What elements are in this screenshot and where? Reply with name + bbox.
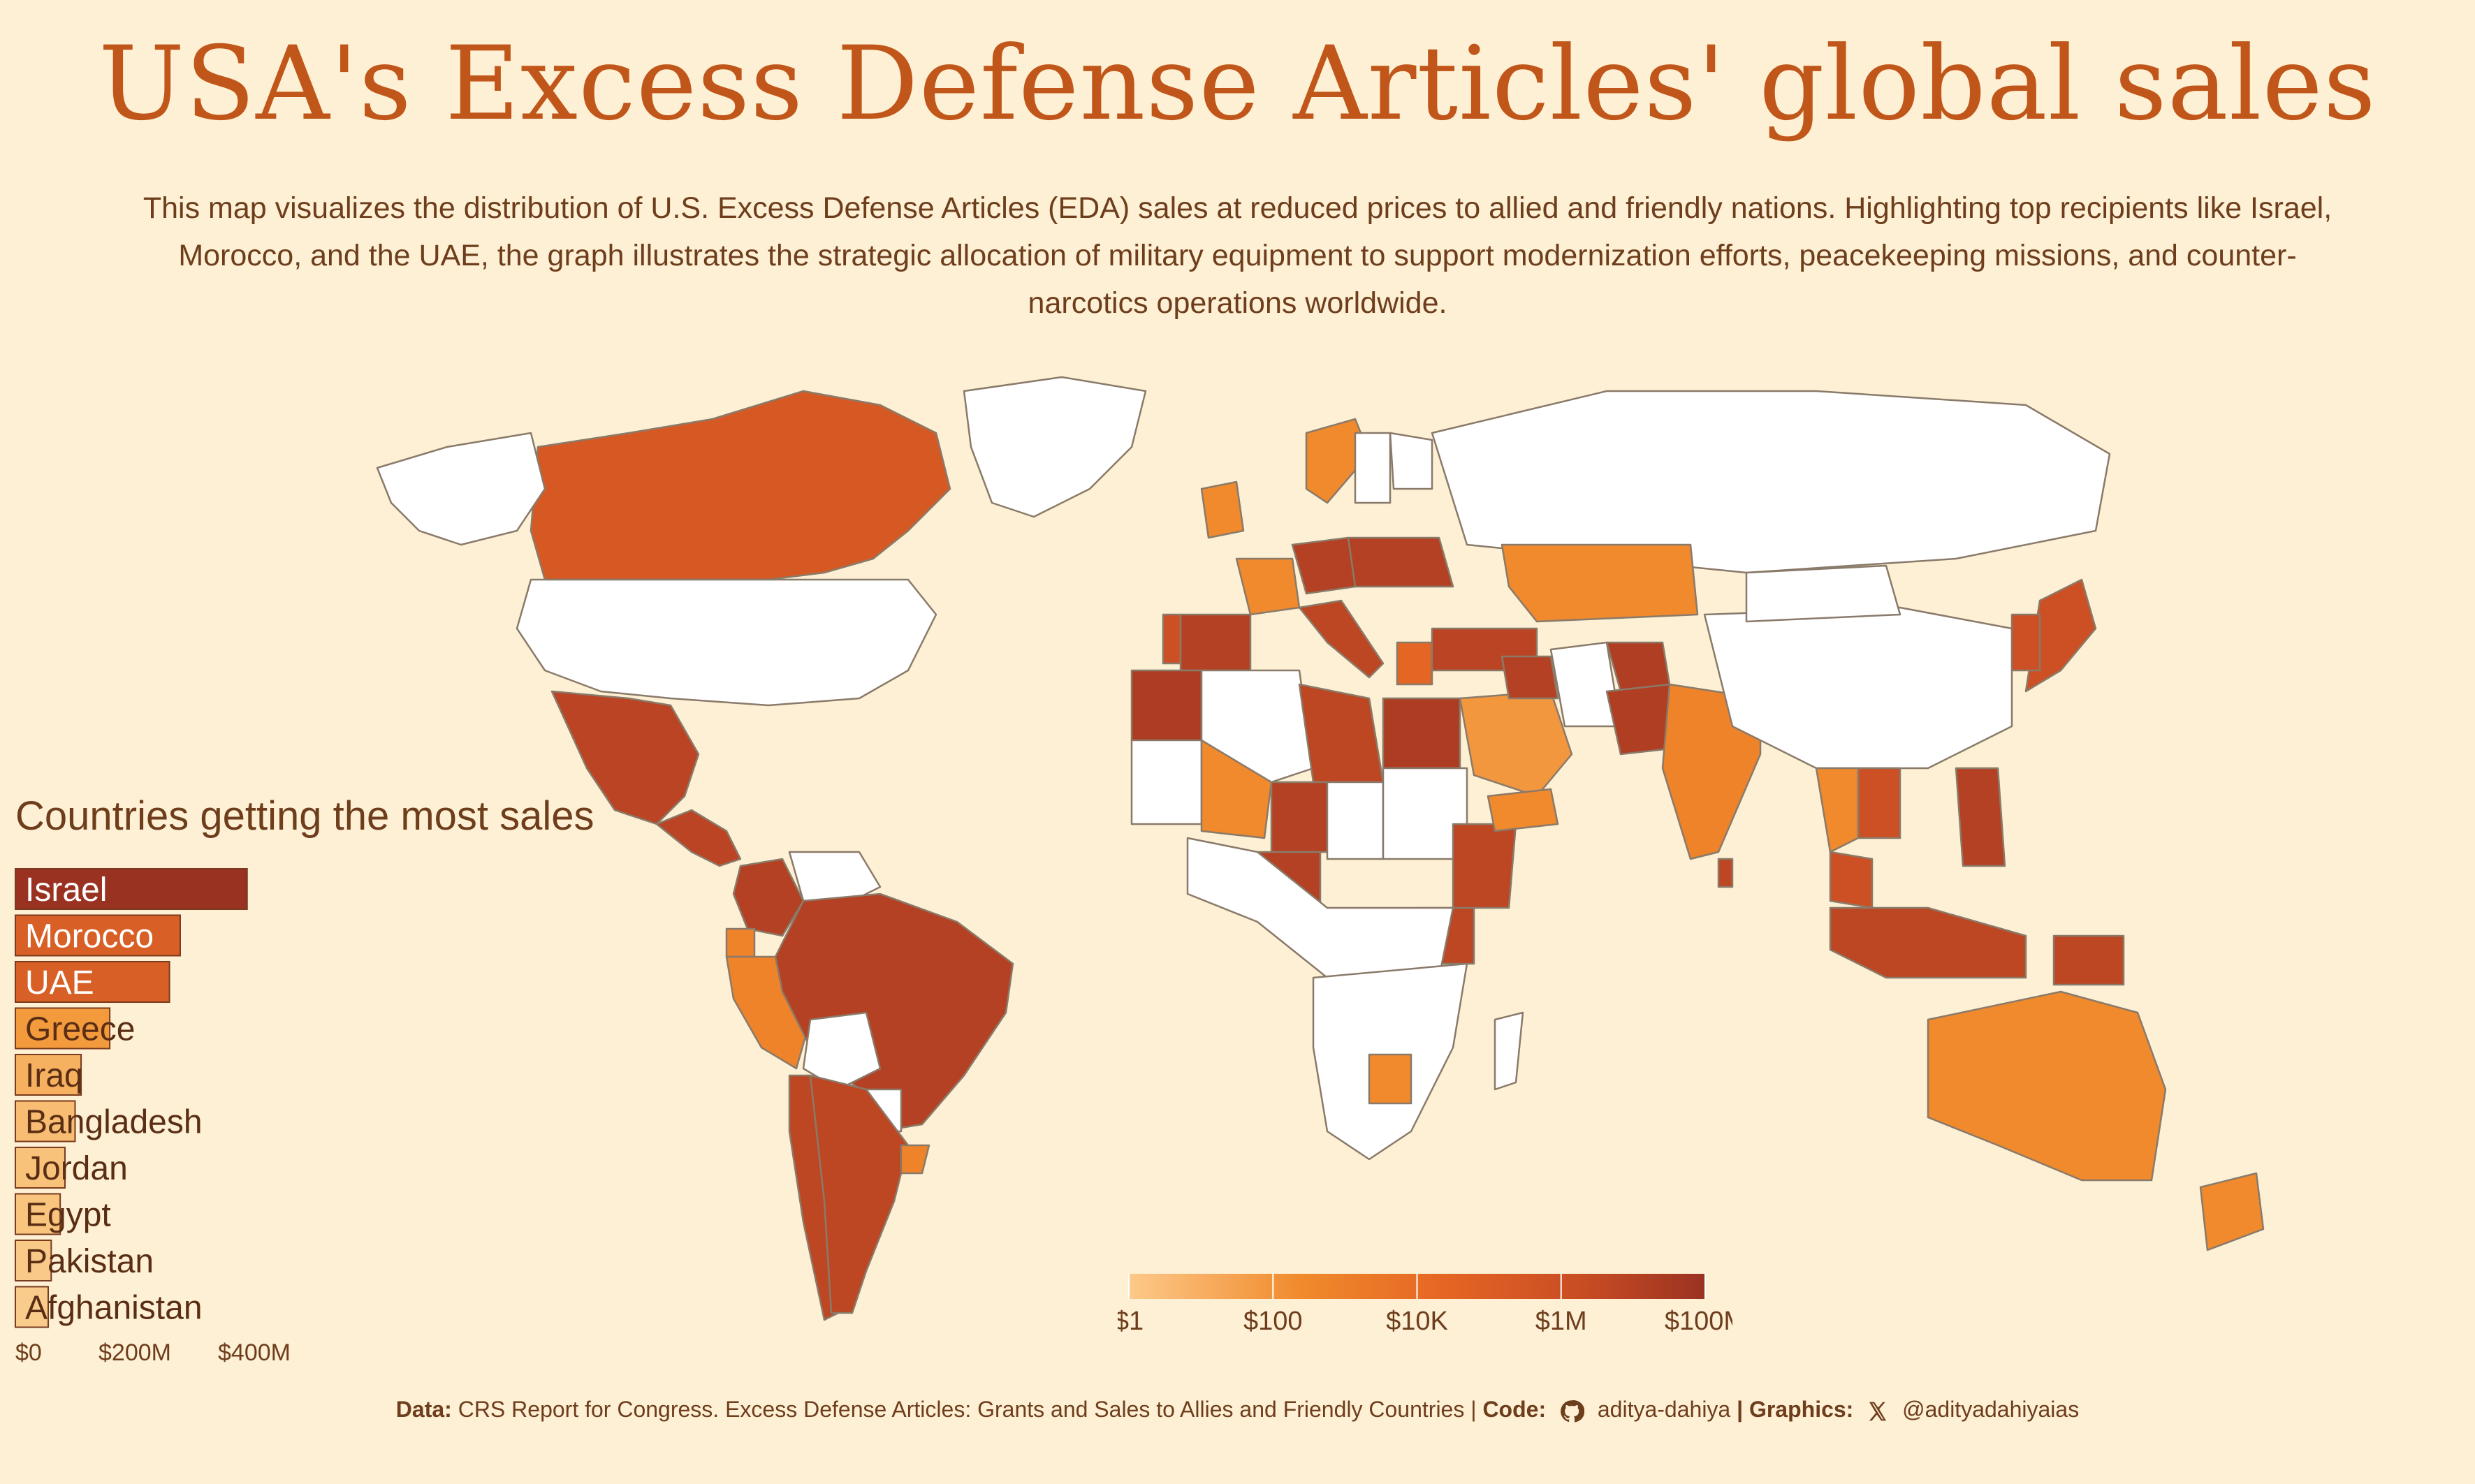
legend-tick-label: $100 [1243, 1307, 1303, 1336]
bar-label: Iraq [25, 1057, 83, 1094]
map-region-alaska [376, 432, 546, 546]
legend-tick-label: $100M [1665, 1307, 1732, 1336]
top-recipients-bar-chart: Israel Morocco UAE Greece Iraq Bangladesh Jord… [15, 868, 291, 1366]
bar-pakistan [15, 1240, 52, 1281]
map-region-new-zealand [2199, 1172, 2265, 1251]
legend-tick-label: $1M [1535, 1307, 1587, 1336]
map-region-argentina [809, 1074, 910, 1314]
color-scale-legend: $1 $100 $10K $1M $100M [1118, 1274, 1732, 1336]
caption-code-text: aditya-dahiya [1597, 1397, 1731, 1422]
map-region-norway [1305, 418, 1371, 504]
bar-axis-tick-label: $400M [218, 1339, 291, 1366]
map-region-sri-lanka [1717, 858, 1734, 888]
map-region-saudi-arabia [1459, 690, 1573, 798]
map-region-sweden [1354, 432, 1392, 504]
bar-axis-tick-label: $200M [98, 1339, 171, 1366]
map-region-uruguay [900, 1144, 930, 1175]
bar-label: Greece [25, 1011, 135, 1048]
map-region-egypt [1382, 697, 1461, 770]
bar-uae [15, 961, 170, 1003]
map-region-thailand [1815, 767, 1860, 853]
legend-tick-label: $10K [1386, 1307, 1448, 1336]
map-region-malaysia [1829, 851, 1874, 909]
bar-label: Bangladesh [25, 1104, 203, 1141]
page-subtitle: This map visualizes the distribution of … [143, 191, 2332, 320]
map-region-chad [1326, 781, 1385, 860]
caption-graphics-label: | Graphics: [1737, 1397, 1854, 1422]
github-icon [1561, 1399, 1584, 1423]
bar-label: Israel [25, 872, 107, 909]
map-region-france [1235, 557, 1301, 616]
map-region-poland [1347, 536, 1454, 588]
bar-label: Morocco [25, 918, 154, 955]
bar-jordan [15, 1147, 66, 1189]
map-region-portugal [1162, 613, 1182, 665]
map-region-afghanistan [1605, 641, 1671, 693]
map-region-botswana [1368, 1053, 1412, 1105]
map-region-cambodia [1857, 767, 1901, 839]
map-region-ethiopia [1452, 823, 1517, 909]
map-region-mauritania [1130, 739, 1203, 825]
bar-axis-tick-label: $0 [15, 1339, 42, 1366]
map-region-mongolia [1745, 564, 1901, 623]
legend-tick-label: $1 [1118, 1307, 1144, 1336]
bar-bangladesh [15, 1100, 76, 1143]
caption-code-label: Code: [1482, 1397, 1547, 1422]
map-region-central-america [655, 809, 742, 867]
footer-caption: Data: CRS Report for Congress. Excess De… [0, 1397, 2475, 1424]
page-title: USA's Excess Defense Articles' global sa… [98, 24, 2377, 143]
map-region-indonesia [1829, 906, 2027, 979]
bar-iraq [15, 1054, 82, 1096]
map-region-madagascar [1494, 1011, 1524, 1091]
bar-egypt [15, 1193, 61, 1235]
bar-israel [15, 868, 248, 910]
map-region-japan [2024, 578, 2097, 693]
bar-chart-title: Countries getting the most sales [15, 793, 594, 839]
map-region-australia [1927, 990, 2167, 1182]
map-region-mexico [550, 690, 700, 825]
map-region-brazil [774, 892, 1014, 1133]
map-region-niger [1270, 781, 1329, 853]
map-region-ecuador [725, 927, 756, 958]
map-region-kazakhstan [1501, 543, 1699, 623]
map-region-italy [1298, 599, 1385, 679]
bar-greece [15, 1007, 111, 1050]
bar-label: Jordan [25, 1150, 128, 1187]
map-region-greenland [963, 376, 1147, 518]
legend-ticks: $1 $100 $10K $1M $100M [1118, 1274, 1732, 1336]
map-region-usa [516, 578, 937, 707]
map-region-philippines [1955, 767, 2006, 867]
map-region-iraq [1501, 655, 1559, 700]
map-region-germany [1291, 536, 1357, 595]
x-logo-icon [1869, 1402, 1887, 1420]
bar-label: Pakistan [25, 1243, 154, 1280]
map-region-finland [1389, 432, 1433, 490]
map-region-korea [2010, 613, 2041, 672]
map-region-yemen [1487, 788, 1559, 832]
bar-afghanistan [15, 1286, 50, 1328]
map-region-canada [530, 390, 951, 581]
map-regions [376, 376, 2265, 1321]
map-region-greece [1396, 641, 1433, 686]
map-region-spain [1179, 613, 1252, 672]
map-region-mali [1200, 739, 1273, 839]
bar-label: UAE [25, 964, 94, 1001]
map-region-bolivia [802, 1011, 882, 1091]
map-region-uk [1200, 480, 1245, 539]
bar-label: Egypt [25, 1197, 111, 1234]
caption-graphics-text: @adityadahiyaias [1902, 1397, 2080, 1422]
bar-morocco [15, 914, 181, 957]
caption-data-text: CRS Report for Congress. Excess Defense … [458, 1397, 1477, 1422]
map-region-libya [1298, 683, 1385, 784]
map-region-colombia [732, 858, 805, 937]
map-region-papua-new-guinea [2052, 934, 2125, 986]
bar-label: Afghanistan [25, 1290, 203, 1327]
map-region-china [1703, 606, 2013, 770]
caption-data-label: Data: [395, 1397, 452, 1422]
